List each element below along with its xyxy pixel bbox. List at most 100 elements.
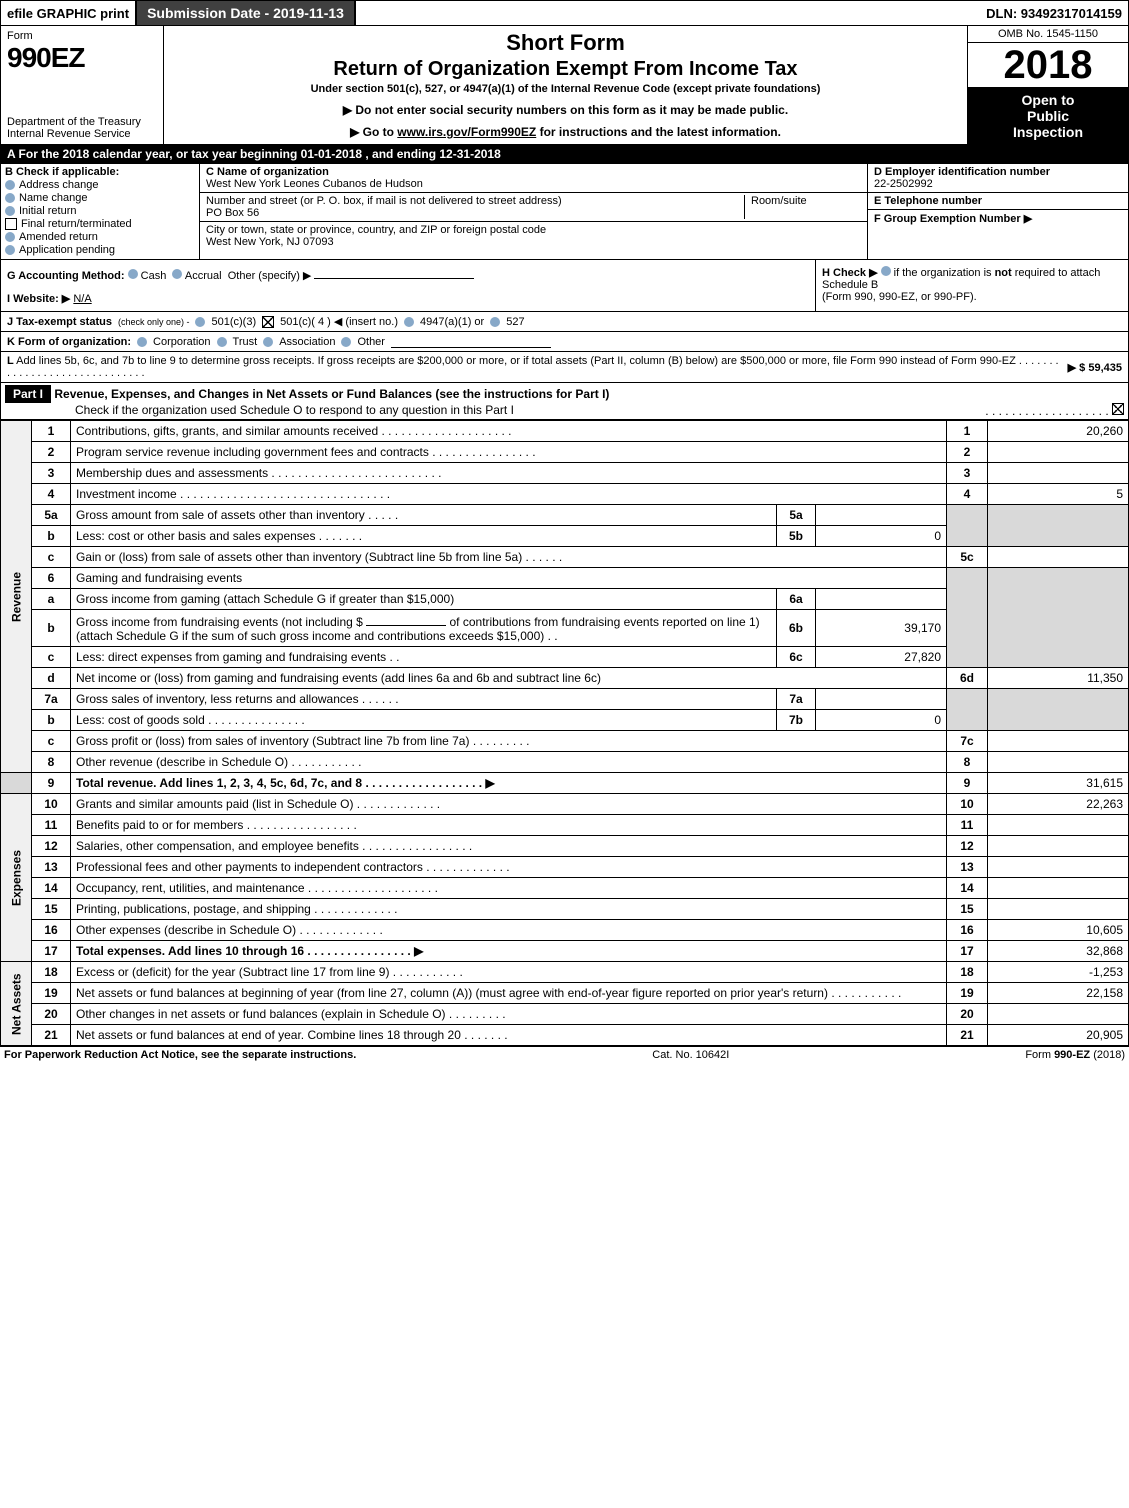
j-opt2: 501(c)( 4 ) ◀ (insert no.)	[280, 315, 398, 328]
line-desc: Net income or (loss) from gaming and fun…	[71, 668, 947, 689]
grey-cell	[947, 568, 988, 668]
g-cash: Cash	[141, 270, 167, 282]
d-label: D Employer identification number	[874, 166, 1122, 178]
check-label: Amended return	[19, 231, 98, 243]
line-desc: Net assets or fund balances at beginning…	[71, 983, 947, 1004]
radio-icon[interactable]	[195, 317, 205, 327]
line-num: 2	[32, 442, 71, 463]
line-desc: Occupancy, rent, utilities, and maintena…	[71, 878, 947, 899]
line-num: 17	[32, 941, 71, 962]
radio-icon[interactable]	[490, 317, 500, 327]
line-amount	[988, 731, 1129, 752]
sub-amount: 27,820	[816, 647, 947, 668]
line-amount	[988, 878, 1129, 899]
schedule-o-checkbox[interactable]	[1112, 403, 1124, 415]
line-amount	[988, 857, 1129, 878]
part1-label: Part I	[5, 385, 51, 403]
line-desc: Less: cost of goods sold . . . . . . . .…	[71, 710, 777, 731]
line-num: 18	[32, 962, 71, 983]
radio-icon[interactable]	[341, 337, 351, 347]
city-label: City or town, state or province, country…	[206, 224, 861, 236]
radio-icon[interactable]	[263, 337, 273, 347]
f-label: F Group Exemption Number ▶	[874, 212, 1122, 225]
line-rnum: 12	[947, 836, 988, 857]
line-num: 13	[32, 857, 71, 878]
line-amount: 5	[988, 484, 1129, 505]
k-other: Other	[357, 336, 385, 348]
line-4: 4 Investment income . . . . . . . . . . …	[1, 484, 1129, 505]
line-rnum: 19	[947, 983, 988, 1004]
radio-icon[interactable]	[217, 337, 227, 347]
line-10: Expenses 10 Grants and similar amounts p…	[1, 794, 1129, 815]
note2-post: for instructions and the latest informat…	[536, 125, 781, 139]
check-label: Name change	[19, 192, 88, 204]
dept-irs: Internal Revenue Service	[7, 128, 157, 140]
line-rnum: 15	[947, 899, 988, 920]
irs-link[interactable]: www.irs.gov/Form990EZ	[397, 125, 536, 139]
h-label: H Check ▶	[822, 267, 878, 279]
check-initial-return[interactable]: Initial return	[5, 205, 195, 217]
line-num: b	[32, 710, 71, 731]
line-rnum: 17	[947, 941, 988, 962]
header-left: Form 990EZ Department of the Treasury In…	[1, 26, 164, 144]
line-16: 16 Other expenses (describe in Schedule …	[1, 920, 1129, 941]
check-amended-return[interactable]: Amended return	[5, 231, 195, 243]
line-2: 2 Program service revenue including gove…	[1, 442, 1129, 463]
check-address-change[interactable]: Address change	[5, 179, 195, 191]
section-b: B Check if applicable: Address change Na…	[1, 164, 200, 259]
contrib-input[interactable]	[366, 613, 446, 626]
line-11: 11 Benefits paid to or for members . . .…	[1, 815, 1129, 836]
line-desc: Gross amount from sale of assets other t…	[71, 505, 777, 526]
radio-icon[interactable]	[137, 337, 147, 347]
line-num: 1	[32, 421, 71, 442]
radio-icon[interactable]	[172, 269, 182, 279]
grey-cell	[988, 689, 1129, 731]
org-name: West New York Leones Cubanos de Hudson	[206, 178, 861, 190]
desc-part1: Gross income from fundraising events (no…	[76, 615, 363, 629]
line-amount: 22,158	[988, 983, 1129, 1004]
sub-amount: 0	[816, 710, 947, 731]
line-num: 5a	[32, 505, 71, 526]
check-final-return[interactable]: Final return/terminated	[5, 218, 195, 230]
dln-number: DLN: 93492317014159	[980, 4, 1128, 23]
j-label: J Tax-exempt status	[7, 316, 112, 328]
line-desc: Net assets or fund balances at end of ye…	[71, 1025, 947, 1046]
j-opt4: 527	[506, 316, 524, 328]
radio-icon[interactable]	[881, 266, 891, 276]
sub-num: 6b	[777, 610, 816, 647]
room-suite: Room/suite	[744, 195, 861, 219]
street-value: PO Box 56	[206, 207, 744, 219]
k-assoc: Association	[279, 336, 335, 348]
part1-check-note: Check if the organization used Schedule …	[75, 403, 514, 417]
line-amount: 20,905	[988, 1025, 1129, 1046]
street-row: Number and street (or P. O. box, if mail…	[200, 193, 867, 222]
line-desc: Less: direct expenses from gaming and fu…	[71, 647, 777, 668]
line-num: 7a	[32, 689, 71, 710]
k-other-input[interactable]	[391, 335, 551, 348]
section-l: L Add lines 5b, 6c, and 7b to line 9 to …	[0, 352, 1129, 383]
inspection-box: Open to Public Inspection	[968, 88, 1128, 144]
line-desc: Investment income . . . . . . . . . . . …	[71, 484, 947, 505]
line-rnum: 3	[947, 463, 988, 484]
line-rnum: 9	[947, 773, 988, 794]
i-label: I Website: ▶	[7, 293, 70, 305]
check-application-pending[interactable]: Application pending	[5, 244, 195, 256]
top-bar: efile GRAPHIC print Submission Date - 20…	[0, 0, 1129, 26]
line-desc: Gain or (loss) from sale of assets other…	[71, 547, 947, 568]
line-desc: Gross income from gaming (attach Schedul…	[71, 589, 777, 610]
dept-treasury: Department of the Treasury	[7, 116, 157, 128]
line-desc: Gaming and fundraising events	[71, 568, 947, 589]
e-label: E Telephone number	[874, 195, 1122, 207]
l-text: L Add lines 5b, 6c, and 7b to line 9 to …	[7, 355, 1062, 379]
line-rnum: 14	[947, 878, 988, 899]
other-specify-input[interactable]	[314, 266, 474, 279]
efile-label[interactable]: efile GRAPHIC print	[1, 4, 135, 23]
line-3: 3 Membership dues and assessments . . . …	[1, 463, 1129, 484]
line-desc: Membership dues and assessments . . . . …	[71, 463, 947, 484]
k-trust: Trust	[233, 336, 258, 348]
radio-icon[interactable]	[128, 269, 138, 279]
radio-icon[interactable]	[404, 317, 414, 327]
short-form-title: Short Form	[174, 30, 957, 56]
checkbox-checked-icon[interactable]	[262, 316, 274, 328]
check-name-change[interactable]: Name change	[5, 192, 195, 204]
